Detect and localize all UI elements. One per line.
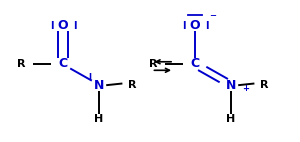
Text: O: O [58,19,68,32]
Text: N: N [94,79,104,92]
Text: I: I [88,73,92,82]
Text: I: I [205,21,208,31]
Text: R: R [260,80,268,90]
Text: R: R [17,59,25,69]
Text: H: H [94,114,103,124]
Text: H: H [226,114,236,124]
Text: C: C [58,57,68,70]
Text: $\mathbf{+}$: $\mathbf{+}$ [242,83,250,93]
Text: R: R [149,59,157,69]
Text: I: I [182,21,185,31]
Text: $\mathbf{-}$: $\mathbf{-}$ [209,9,217,18]
Text: N: N [226,79,236,92]
Text: I: I [73,21,76,31]
Text: R: R [128,80,136,90]
Text: C: C [190,57,200,70]
Text: I: I [50,21,53,31]
Text: O: O [190,19,200,32]
